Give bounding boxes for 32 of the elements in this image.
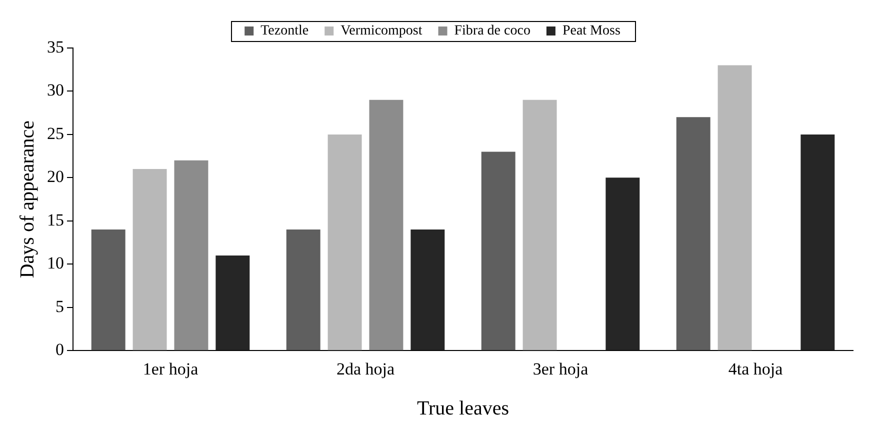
bar <box>216 255 250 350</box>
x-tick-label: 1er hoja <box>142 359 199 378</box>
legend-label: Vermicompost <box>340 24 422 39</box>
y-tick-label: 5 <box>56 296 64 316</box>
bar <box>174 160 208 350</box>
bar <box>91 230 126 350</box>
y-tick-label: 35 <box>47 37 64 56</box>
bar <box>410 230 445 350</box>
bar <box>132 169 167 350</box>
bar <box>286 230 320 350</box>
x-tick-label: 3er hoja <box>532 359 589 378</box>
y-tick-label: 20 <box>47 167 64 186</box>
bar <box>800 134 835 350</box>
bar <box>522 100 557 350</box>
legend-label: Fibra de coco <box>454 24 530 39</box>
y-tick-label: 30 <box>47 80 64 100</box>
legend-label: Tezontle <box>260 24 309 39</box>
bar <box>369 100 404 350</box>
bar <box>606 178 640 350</box>
bar <box>328 134 362 350</box>
bar <box>718 65 752 350</box>
y-tick-label: 25 <box>47 124 64 143</box>
y-tick-label: 0 <box>56 340 64 360</box>
x-tick-label: 4ta hoja <box>728 359 784 378</box>
bar <box>676 117 710 350</box>
x-axis-title: True leaves <box>416 397 510 420</box>
bar <box>481 152 516 350</box>
y-tick-label: 15 <box>47 210 64 230</box>
y-tick-label: 10 <box>47 254 64 273</box>
y-axis-title: Days of appearance <box>16 120 38 278</box>
x-tick-label: 2da hoja <box>336 359 395 378</box>
legend-label: Peat Moss <box>562 24 620 39</box>
